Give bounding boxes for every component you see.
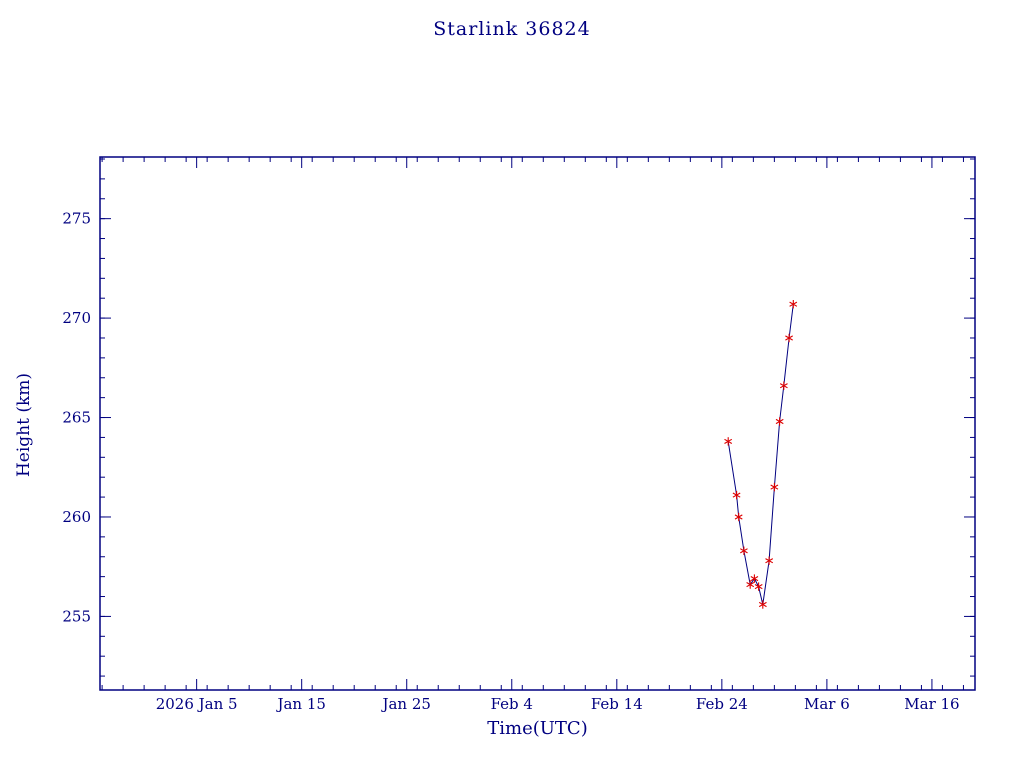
x-tick-label: Jan 25 [380,695,430,713]
x-axis-label: Time(UTC) [487,718,588,739]
data-point-marker [779,381,788,390]
marker-stroke [750,576,759,582]
data-point-marker [754,582,763,591]
x-tick-label: Feb 4 [491,695,533,713]
marker-stroke [779,383,788,389]
data-point-marker [746,580,755,589]
marker-stroke [724,438,733,444]
marker-stroke [775,418,784,425]
data-point-marker [770,482,779,492]
x-tick-label: Feb 14 [591,695,643,713]
data-point-marker [785,333,793,343]
data-point-marker [724,437,733,446]
marker-stroke [732,492,741,498]
marker-stroke [789,301,798,307]
marker-stroke [734,514,743,520]
data-point-marker [750,574,759,583]
x-tick-label: 2026 Jan 5 [156,695,238,713]
data-point-marker [789,300,798,309]
chart-title: Starlink 36824 [433,18,591,40]
data-point-marker [732,490,741,500]
data-point-marker [765,556,774,565]
x-tick-label: Jan 15 [275,695,325,713]
data-point-marker [775,417,784,426]
marker-stroke [758,601,767,608]
data-point-marker [740,546,748,555]
marker-stroke [754,584,763,590]
y-axis-label: Height (km) [14,372,34,478]
marker-stroke [765,558,774,564]
y-tick-label: 265 [62,409,91,427]
marker-stroke [740,548,748,554]
y-tick-label: 255 [62,607,91,625]
marker-stroke [785,335,793,341]
x-tick-label: Mar 6 [804,695,850,713]
y-tick-label: 275 [62,210,91,228]
x-tick-label: Mar 16 [904,695,959,713]
marker-stroke [770,484,779,490]
marker-stroke [746,582,755,588]
data-point-marker [734,512,743,522]
data-line [727,304,794,605]
y-tick-label: 260 [62,508,91,526]
y-tick-label: 270 [62,309,91,327]
x-tick-label: Feb 24 [696,695,748,713]
plot-border [99,156,976,691]
data-point-marker [758,600,767,609]
